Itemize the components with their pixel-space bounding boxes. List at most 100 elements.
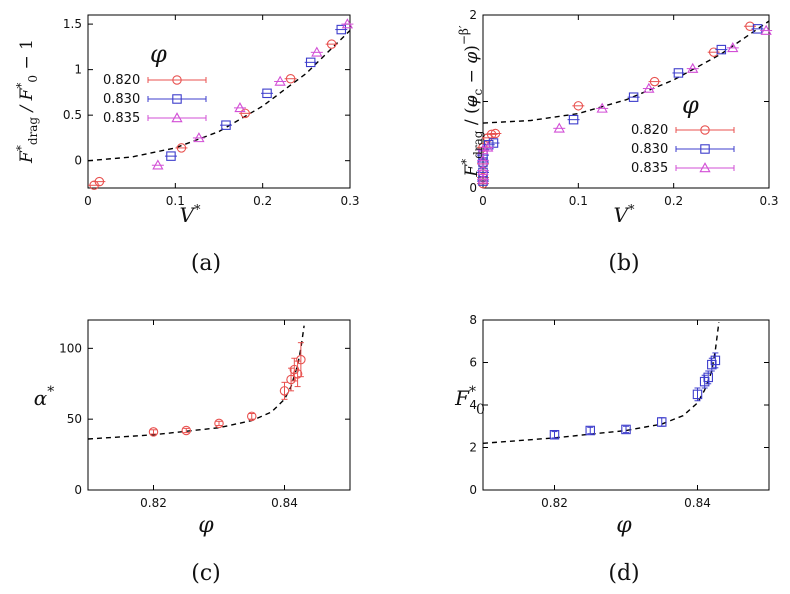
fit-curve	[482, 20, 770, 124]
y-tick-label: 0	[74, 483, 82, 497]
data-point-0.835	[727, 42, 739, 53]
data-point-0.830	[336, 24, 347, 35]
data-point-α*	[148, 427, 159, 437]
data-point-0.820	[326, 39, 337, 49]
data-point-0.830	[262, 88, 272, 99]
data-point-0.835	[234, 102, 246, 113]
legend-marker	[171, 112, 183, 123]
data-point-α*	[214, 418, 224, 429]
data-point-0.830	[628, 92, 639, 102]
y-tick-label: 0	[469, 181, 477, 195]
legend-label: 0.830	[631, 142, 668, 157]
legend-marker	[699, 162, 711, 173]
data-point-0.820	[745, 21, 755, 31]
panel-b: 0 0.1 0.2 0.3 0 1 2 φ 0.820 0.830 0.835 V* F*drag / …	[457, 8, 779, 276]
data-point-0.820	[176, 143, 187, 153]
y-tick-label: 1	[469, 95, 477, 109]
data-point-0.835	[477, 154, 489, 165]
data-point-0.835	[643, 82, 655, 93]
x-axis-label: V*	[614, 203, 635, 227]
data-point-0.830	[716, 44, 727, 55]
fit-curve	[87, 29, 351, 162]
x-tick-label: 0.3	[759, 194, 778, 208]
x-tick-label: 0.82	[140, 496, 167, 510]
plot-frame	[87, 319, 351, 491]
fit-curve	[482, 322, 720, 444]
panel-caption: (a)	[191, 251, 221, 276]
data-point-F*0	[656, 417, 667, 427]
data-point-F*0	[549, 429, 560, 440]
data-point-0.820	[240, 108, 250, 119]
y-tick-label: 1.5	[63, 17, 82, 31]
data-point-0.830	[673, 68, 684, 78]
fit-curve	[87, 325, 305, 440]
x-tick-label: 0.82	[541, 496, 568, 510]
data-point-0.820	[490, 128, 501, 139]
data-point-α*	[296, 354, 306, 365]
x-tick-label: 0.84	[684, 496, 711, 510]
plot-frame	[87, 14, 351, 189]
legend-title: φ	[150, 40, 167, 68]
y-tick-label: 100	[59, 341, 82, 355]
x-tick-label: 0.84	[271, 496, 298, 510]
data-point-α*	[247, 411, 257, 422]
y-tick-label: 0	[74, 154, 82, 168]
data-point-F*0	[710, 355, 721, 366]
legend-label: 0.830	[103, 92, 140, 107]
legend-marker	[172, 94, 182, 104]
x-tick-label: 0	[84, 194, 92, 208]
x-tick-label: 0.2	[664, 194, 683, 208]
plot-frame	[482, 14, 770, 189]
panel-caption: (c)	[191, 561, 221, 586]
y-axis-label: F*drag / F*0 − 1	[14, 39, 40, 164]
y-tick-label: 4	[469, 398, 477, 412]
data-point-0.835	[760, 24, 772, 35]
data-point-F*0	[703, 372, 713, 383]
x-tick-label: 0.1	[166, 194, 185, 208]
data-point-F*0	[692, 389, 703, 400]
x-axis-label: φ	[198, 513, 214, 538]
data-point-0.830	[752, 24, 763, 34]
x-tick-label: 0.3	[340, 194, 359, 208]
data-point-0.830	[568, 114, 579, 125]
x-tick-label: 0.1	[569, 194, 588, 208]
data-point-0.830	[166, 151, 176, 161]
data-point-0.835	[477, 144, 489, 155]
data-point-0.835	[596, 102, 608, 113]
legend-label: 0.835	[103, 111, 140, 126]
data-point-0.835	[341, 18, 354, 29]
data-point-α*	[181, 425, 192, 436]
data-point-0.830	[221, 120, 231, 130]
data-point-0.835	[553, 122, 565, 133]
x-tick-label: 0.2	[253, 194, 272, 208]
data-point-0.835	[687, 62, 699, 73]
data-point-0.835	[482, 141, 494, 152]
legend-label: 0.835	[631, 161, 668, 176]
y-tick-label: 1	[74, 63, 82, 77]
panel-c: 0.82 0.84 0 50 100 φ α* (c)	[34, 319, 351, 586]
data-point-0.820	[573, 101, 584, 111]
data-point-0.835	[311, 46, 323, 57]
y-tick-label: 0	[469, 483, 477, 497]
data-point-0.835	[477, 164, 489, 175]
plot-frame	[482, 319, 770, 491]
data-point-0.820	[285, 73, 296, 84]
legend-label: 0.820	[631, 123, 668, 138]
data-point-0.835	[274, 75, 286, 86]
x-axis-label: V*	[180, 203, 201, 227]
panel-caption: (b)	[608, 251, 639, 276]
y-tick-label: 2	[469, 8, 477, 22]
data-point-0.820	[708, 47, 719, 57]
data-point-0.820	[94, 176, 105, 187]
data-point-F*0	[621, 424, 631, 435]
data-point-0.830	[483, 140, 494, 150]
legend-marker	[172, 75, 182, 85]
data-point-0.835	[477, 173, 489, 184]
panel-caption: (d)	[608, 561, 639, 586]
data-point-0.830	[305, 57, 316, 68]
y-tick-label: 2	[469, 441, 477, 455]
data-point-α*	[286, 374, 296, 385]
y-tick-label: 8	[469, 313, 477, 327]
data-point-0.835	[152, 159, 164, 170]
